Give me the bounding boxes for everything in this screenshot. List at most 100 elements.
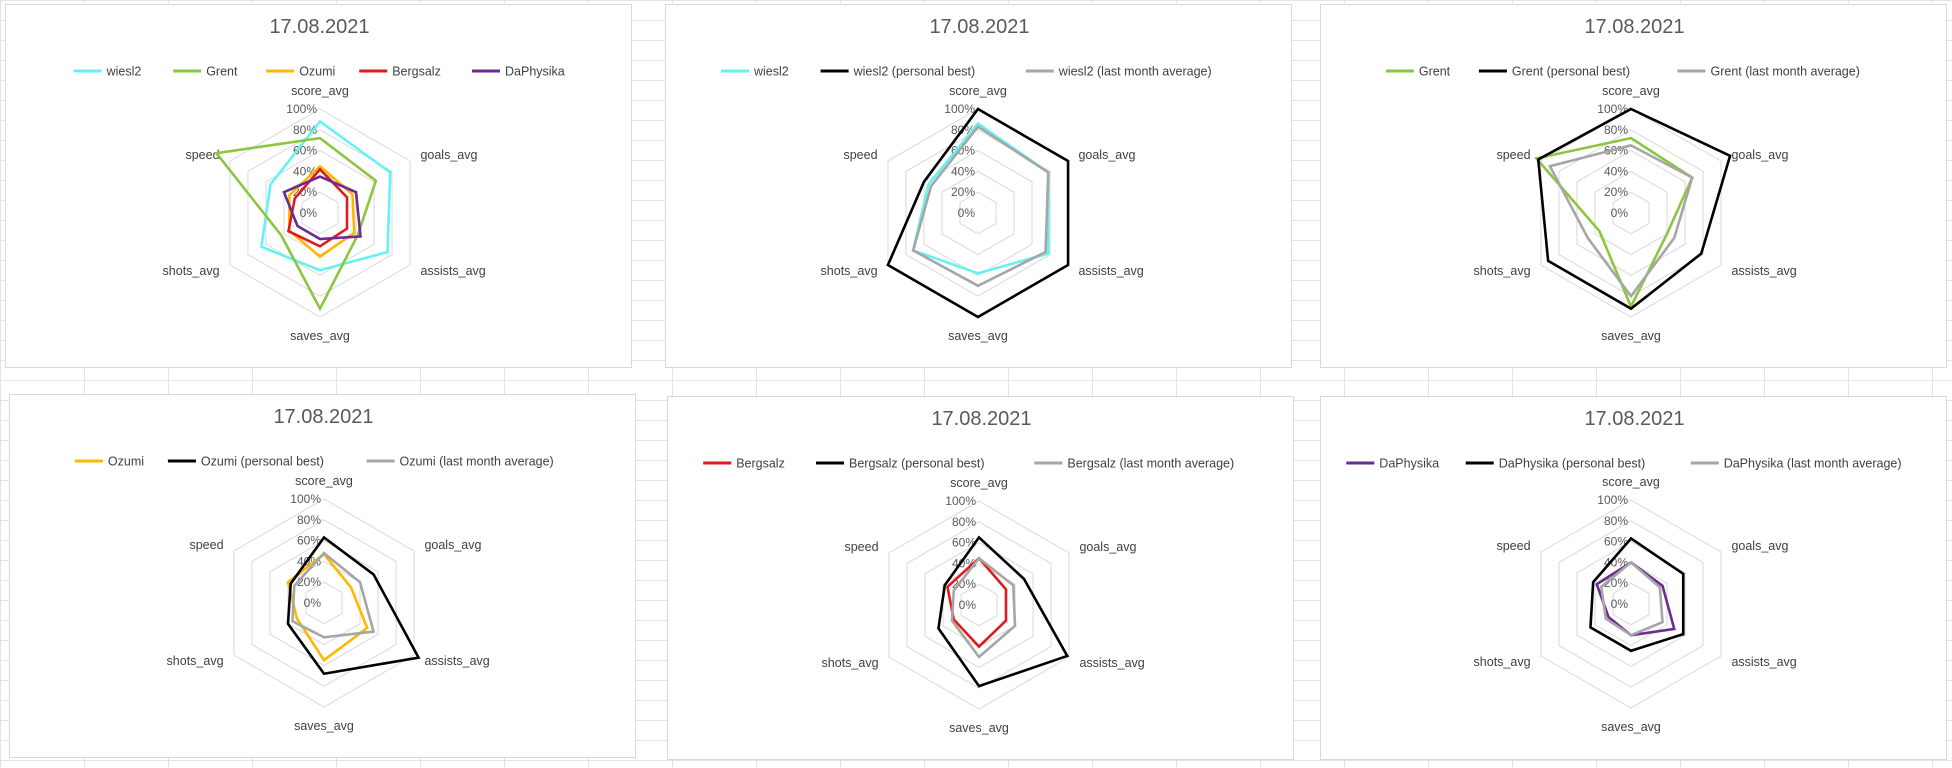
grid-ring <box>905 129 1051 297</box>
chart-title: 17.08.2021 <box>269 16 369 38</box>
tick-label: 100% <box>1597 102 1628 116</box>
radar-svg-5: 17.08.2021 Bergsalz Bergsalz (personal bes… <box>703 408 1234 735</box>
legend-label: wiesl2 <box>106 65 142 79</box>
grid-ring <box>888 500 1070 710</box>
tick-label: 100% <box>1597 493 1628 507</box>
axis-label: saves_avg <box>949 721 1009 735</box>
series-line <box>886 107 1070 319</box>
tick-label: 60% <box>297 534 321 548</box>
tick-label: 100% <box>945 494 976 508</box>
grid-ring <box>283 170 357 256</box>
grid-ring <box>1576 150 1686 276</box>
grid-ring <box>265 150 375 276</box>
tick-label: 20% <box>293 185 317 199</box>
axis-label: score_avg <box>1602 84 1660 98</box>
radar-svg-3: 17.08.2021 Grent Grent (personal best) Gren… <box>1385 16 1860 343</box>
radar-svg-1: 17.08.2021 wiesl2 Grent Ozumi Bergsalz DaPhys… <box>73 16 565 343</box>
grid-ring <box>959 191 997 235</box>
grid-ring <box>229 108 411 318</box>
grid-ring <box>247 129 393 297</box>
tick-label: 0% <box>1611 597 1629 611</box>
grid-ring <box>1558 520 1704 688</box>
tick-label: 100% <box>290 492 321 506</box>
axis-label: speed <box>1496 539 1530 553</box>
legend-label: DaPhysika <box>505 65 565 79</box>
radar-chart-6[interactable]: 17.08.2021 DaPhysika DaPhysika (personal b… <box>1320 396 1947 760</box>
grid-ring <box>301 191 339 235</box>
radar-chart-2[interactable]: 17.08.2021 wiesl2 wiesl2 (personal best) wi… <box>665 4 1292 368</box>
series-line <box>282 175 362 241</box>
radar-svg-4: 17.08.2021 Ozumi Ozumi (personal best) Ozum… <box>74 406 554 733</box>
legend-label: Ozumi <box>299 65 335 79</box>
grid-ring <box>269 540 379 666</box>
axis-label: score_avg <box>949 84 1007 98</box>
axis-label: speed <box>844 540 878 554</box>
axis-label: assists_avg <box>420 264 485 278</box>
axis-label: speed <box>843 148 877 162</box>
legend-label: wiesl2 <box>753 65 789 79</box>
legend-label: Grent <box>1419 65 1451 79</box>
axis-label: assists_avg <box>424 654 489 668</box>
grid-ring <box>1612 582 1650 626</box>
tick-label: 20% <box>951 185 975 199</box>
axis-label: score_avg <box>950 476 1008 490</box>
grid-ring <box>960 583 998 627</box>
radar-chart-1[interactable]: 17.08.2021 wiesl2 Grent Ozumi Bergsalz DaPhys… <box>5 4 632 368</box>
grid-ring <box>251 519 397 687</box>
series-line <box>214 136 378 312</box>
tick-label: 80% <box>297 513 321 527</box>
series-line <box>1599 560 1664 637</box>
tick-label: 0% <box>958 206 976 220</box>
axis-label: speed <box>189 538 223 552</box>
series-line <box>260 119 392 272</box>
legend-label: DaPhysika <box>1379 457 1439 471</box>
axis-label: assists_avg <box>1078 264 1143 278</box>
radar-chart-5[interactable]: 17.08.2021 Bergsalz Bergsalz (personal bes… <box>667 396 1294 760</box>
axis-label: goals_avg <box>1731 148 1788 162</box>
axis-label: goals_avg <box>424 538 481 552</box>
series-line <box>950 556 1017 659</box>
legend-label: wiesl2 (last month average) <box>1058 65 1212 79</box>
series-line <box>1589 536 1685 653</box>
grid-ring <box>924 542 1034 668</box>
series-line <box>287 167 349 248</box>
tick-label: 40% <box>1604 164 1628 178</box>
axis-label: saves_avg <box>1601 329 1661 343</box>
radar-chart-4[interactable]: 17.08.2021 Ozumi Ozumi (personal best) Ozum… <box>9 394 636 758</box>
axis-label: assists_avg <box>1731 264 1796 278</box>
grid-ring <box>1540 499 1722 709</box>
chart-title: 17.08.2021 <box>929 16 1029 38</box>
radar-chart-3[interactable]: 17.08.2021 Grent Grent (personal best) Gren… <box>1320 4 1947 368</box>
series-line <box>286 552 369 663</box>
legend-label: Ozumi (last month average) <box>400 455 554 469</box>
tick-label: 80% <box>952 515 976 529</box>
legend-label: Bergsalz (last month average) <box>1067 457 1234 471</box>
series-line <box>1536 107 1732 311</box>
legend-label: Grent (last month average) <box>1711 65 1860 79</box>
chart-title: 17.08.2021 <box>1584 408 1684 430</box>
legend-label: Bergsalz <box>736 457 785 471</box>
axis-label: shots_avg <box>1474 264 1531 278</box>
series-line <box>911 124 1050 288</box>
grid-ring <box>233 498 415 708</box>
chart-title: 17.08.2021 <box>931 408 1031 430</box>
axis-label: score_avg <box>295 474 353 488</box>
grid-ring <box>305 581 343 625</box>
grid-ring <box>941 170 1015 256</box>
tick-label: 60% <box>952 536 976 550</box>
legend-label: Ozumi (personal best) <box>201 455 324 469</box>
radar-svg-6: 17.08.2021 DaPhysika DaPhysika (personal b… <box>1346 408 1902 734</box>
tick-label: 0% <box>1611 206 1629 220</box>
grid-ring <box>1612 191 1650 235</box>
chart-title: 17.08.2021 <box>1584 16 1684 38</box>
tick-label: 20% <box>1604 185 1628 199</box>
radar-svg-2: 17.08.2021 wiesl2 wiesl2 (personal best) wi… <box>721 16 1212 343</box>
axis-label: saves_avg <box>290 329 350 343</box>
axis-label: goals_avg <box>420 148 477 162</box>
legend-label: Ozumi <box>108 455 144 469</box>
grid-ring <box>1576 541 1686 667</box>
axis-label: goals_avg <box>1078 148 1135 162</box>
tick-label: 20% <box>297 575 321 589</box>
axis-label: assists_avg <box>1731 655 1796 669</box>
legend-label: Grent <box>206 65 238 79</box>
